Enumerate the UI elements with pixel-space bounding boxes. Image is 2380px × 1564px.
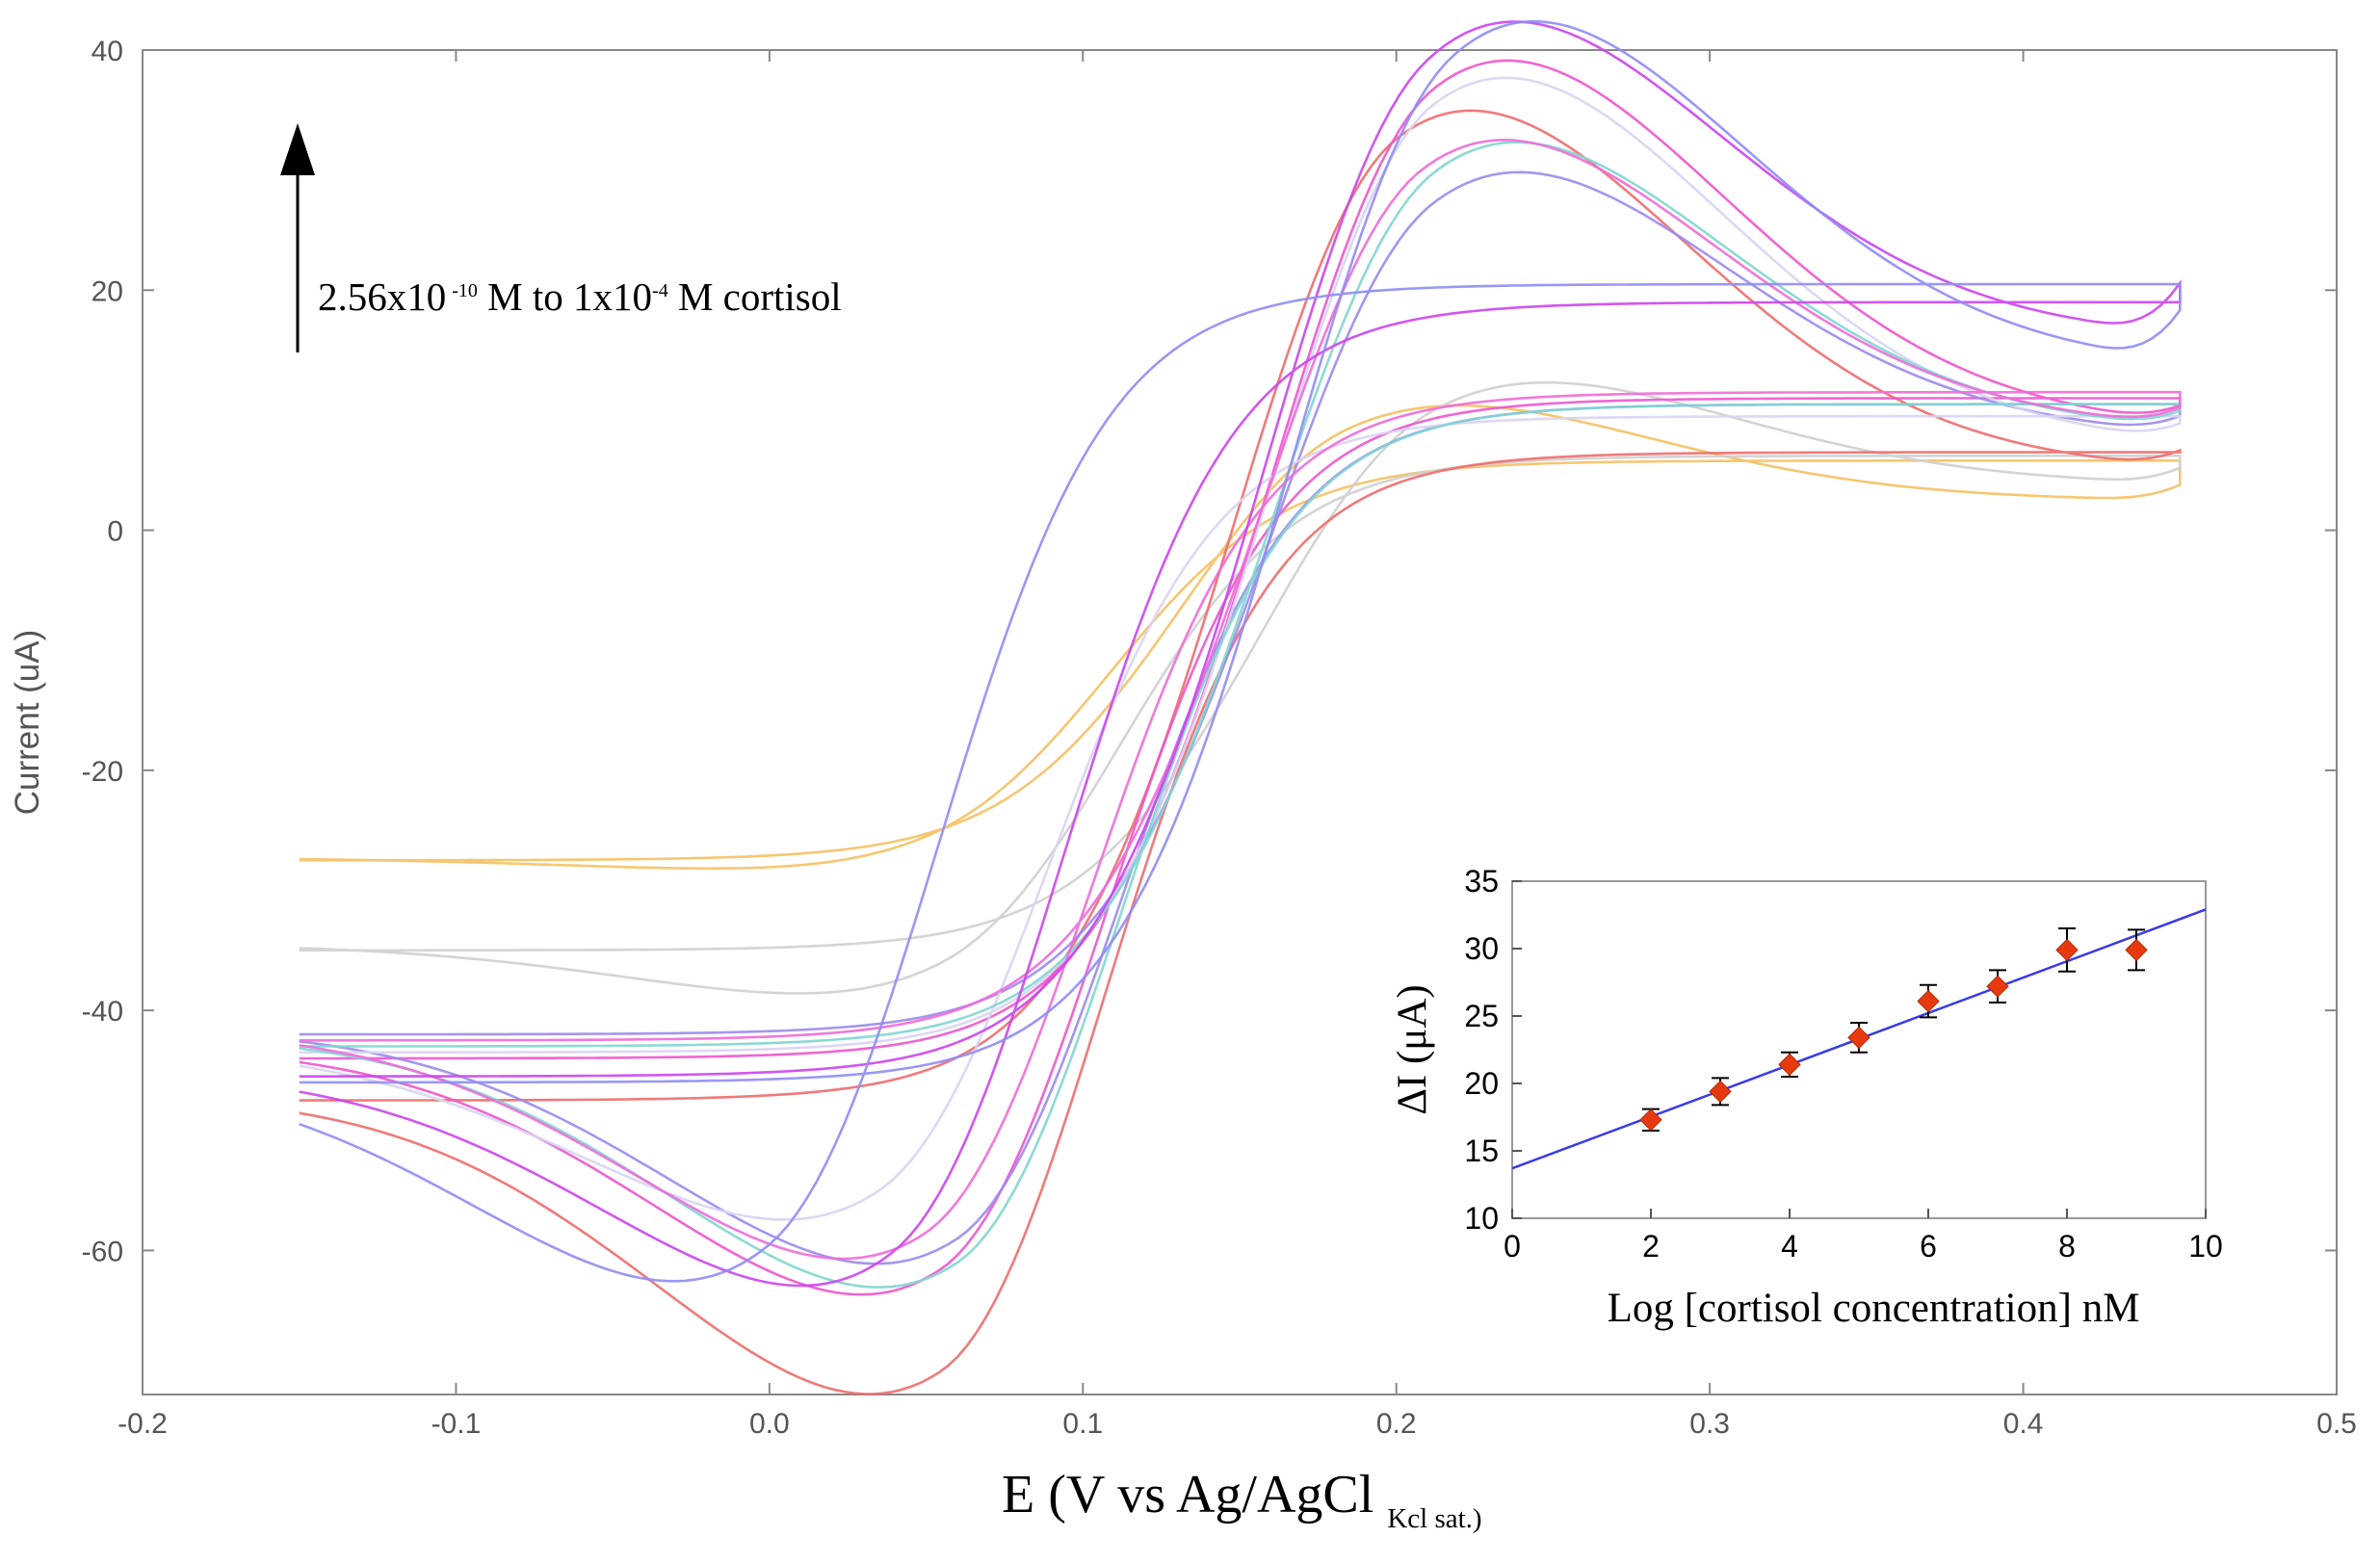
inset-x-axis-label: Log [cortisol concentration] nM <box>1608 1286 2140 1331</box>
main-x-axis-label-main: E (V vs Ag/AgCl <box>1002 1465 1373 1525</box>
inset-x-tick-label: 2 <box>1642 1229 1660 1264</box>
inset-axis-ticks: 0 2 4 6 8 10 10 15 20 25 30 35 <box>1464 864 2222 1264</box>
annotation-base: 2.56x10 <box>318 274 446 319</box>
main-x-tick-label: -0.2 <box>118 1408 168 1440</box>
annotation-exponent-1: -10 <box>452 280 478 301</box>
inset-calibration-points <box>1511 908 2207 1170</box>
annotation-exponent-2: -4 <box>652 280 668 301</box>
main-x-axis-label-subscript: Kcl sat.) <box>1387 1503 1481 1534</box>
main-y-tick-label: 20 <box>92 275 123 307</box>
cv-trace <box>299 76 2182 1221</box>
inset-y-tick-label: 20 <box>1464 1066 1499 1101</box>
main-x-tick-label: 0.0 <box>749 1408 790 1440</box>
inset-plot-frame <box>1511 880 2207 1219</box>
main-x-tick-label: 0.4 <box>2003 1408 2044 1440</box>
inset-x-tick-label: 10 <box>2188 1229 2223 1264</box>
inset-x-tick-label: 4 <box>1781 1229 1798 1264</box>
inset-y-axis-label: ΔI (μA) <box>1390 984 1435 1114</box>
main-x-tick-label: 0.2 <box>1376 1408 1417 1440</box>
inset-x-tick-label: 0 <box>1504 1229 1521 1264</box>
inset-data-point <box>1639 1108 1662 1132</box>
inset-y-tick-label: 30 <box>1464 931 1499 966</box>
annotation-middle: M to 1x10 <box>478 274 652 319</box>
cv-trace <box>299 380 2182 995</box>
main-y-tick-label: 40 <box>92 36 123 67</box>
inset-y-tick-label: 25 <box>1464 999 1499 1033</box>
inset-y-tick-label: 10 <box>1464 1201 1499 1236</box>
main-y-tick-label: -40 <box>82 996 123 1028</box>
concentration-annotation: 2.56x10 -10 M to 1x10-4 M cortisol <box>318 274 842 319</box>
main-y-tick-label: 0 <box>107 516 123 548</box>
main-plot-frame <box>142 49 2338 1395</box>
main-y-axis-label: Current (uA) <box>9 630 46 816</box>
main-y-tick-label: -60 <box>82 1236 123 1267</box>
cv-trace <box>299 19 2182 1283</box>
concentration-arrow-head <box>280 123 315 175</box>
main-x-tick-label: 0.3 <box>1689 1408 1730 1440</box>
cv-trace <box>299 138 2182 1261</box>
main-x-tick-label: 0.5 <box>2316 1408 2357 1440</box>
main-x-tick-label: 0.1 <box>1062 1408 1103 1440</box>
inset-y-tick-label: 15 <box>1464 1134 1499 1168</box>
inset-data-point <box>1917 989 1940 1013</box>
main-cv-series <box>299 19 2182 1395</box>
cv-trace <box>299 109 2182 1395</box>
inset-x-tick-label: 6 <box>1920 1229 1937 1264</box>
inset-data-point <box>1709 1080 1732 1104</box>
inset-data-point <box>2055 938 2079 962</box>
inset-data-point <box>1778 1053 1801 1077</box>
inset-data-point <box>2125 938 2148 962</box>
inset-x-tick-label: 8 <box>2058 1229 2076 1264</box>
main-x-axis-label: E (V vs Ag/AgCl Kcl sat.) <box>1002 1465 1482 1534</box>
cv-trace <box>299 404 2182 871</box>
inset-data-point <box>1986 975 2009 998</box>
inset-y-tick-label: 35 <box>1464 864 1499 899</box>
inset-data-point <box>1847 1026 1870 1050</box>
main-y-tick-label: -20 <box>82 756 123 788</box>
annotation-tail: M cortisol <box>668 274 842 319</box>
main-x-tick-label: -0.1 <box>432 1408 482 1440</box>
